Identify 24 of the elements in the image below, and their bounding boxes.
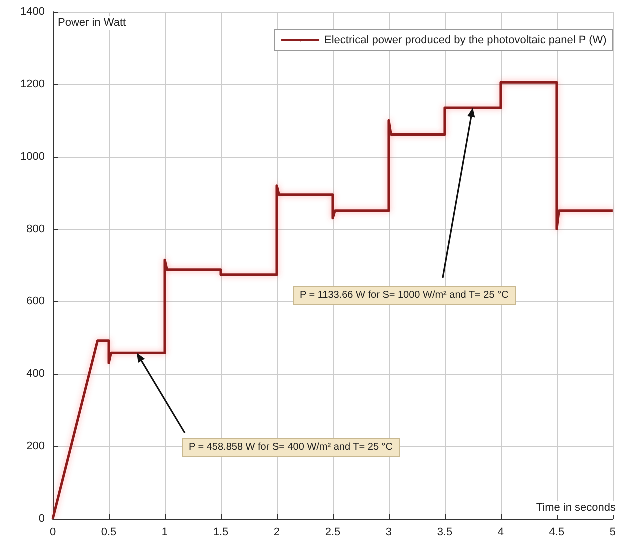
x-tick-label: 5 xyxy=(610,526,616,538)
y-tick-label: 200 xyxy=(26,440,45,453)
x-tick-label: 4.5 xyxy=(549,526,565,538)
y-tick-label: 1200 xyxy=(20,78,45,90)
x-axis-title: Time in seconds xyxy=(534,501,618,515)
x-tick-label: 2 xyxy=(274,526,280,538)
y-tick-label: 1000 xyxy=(20,150,45,163)
y-tick-label: 800 xyxy=(26,223,45,236)
x-tick-label: 0 xyxy=(50,526,56,538)
annotation: P = 458.858 W for S= 400 W/m² and T= 25 °C xyxy=(182,438,400,458)
y-tick-label: 600 xyxy=(26,296,45,308)
x-tick-label: 4 xyxy=(498,526,504,538)
x-tick-label: 3.5 xyxy=(437,526,453,538)
y-tick-label: 0 xyxy=(38,513,45,525)
x-tick-label: 1.5 xyxy=(213,526,229,538)
x-tick-label: 0.5 xyxy=(101,526,117,538)
legend-label: Electrical power produced by the photovoltaic panel P (W) xyxy=(324,34,607,46)
x-tick-label: 3 xyxy=(386,526,392,538)
x-tick-label: 2.5 xyxy=(325,526,341,538)
annotation: P = 1133.66 W for S= 1000 W/m² and T= 25 °C xyxy=(292,286,516,305)
y-tick-label: 400 xyxy=(26,368,45,380)
y-tick-label: 1400 xyxy=(20,6,45,18)
x-tick-label: 1 xyxy=(162,526,168,538)
y-axis-title: Power in Watt xyxy=(56,16,128,30)
